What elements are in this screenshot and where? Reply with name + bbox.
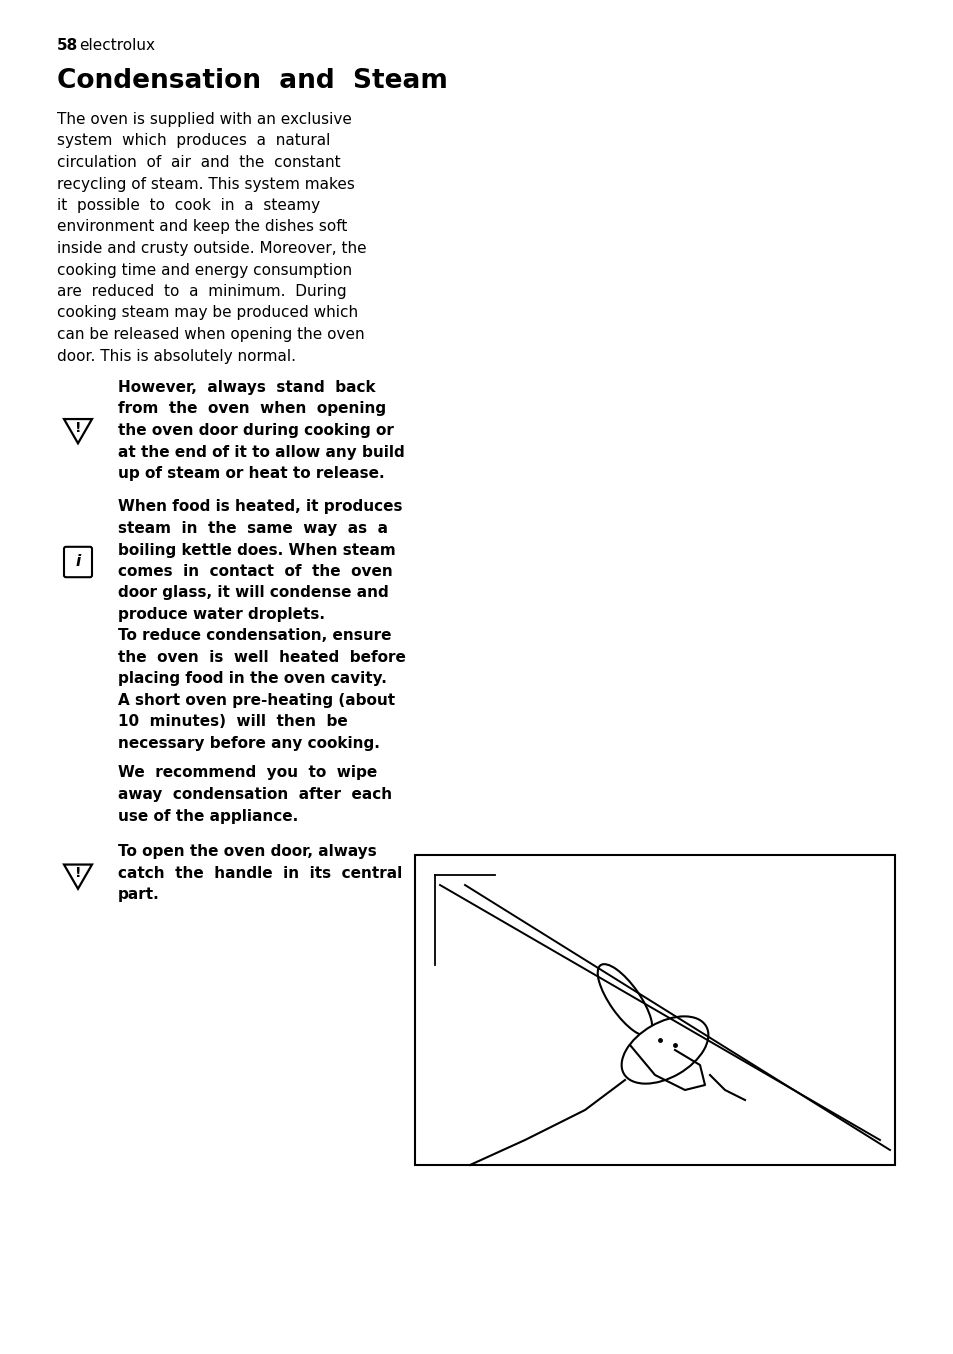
- Text: the  oven  is  well  heated  before: the oven is well heated before: [118, 650, 405, 665]
- Text: up of steam or heat to release.: up of steam or heat to release.: [118, 466, 384, 481]
- Text: placing food in the oven cavity.: placing food in the oven cavity.: [118, 672, 387, 686]
- Text: environment and keep the dishes soft: environment and keep the dishes soft: [57, 219, 347, 234]
- Text: The oven is supplied with an exclusive: The oven is supplied with an exclusive: [57, 112, 352, 127]
- Ellipse shape: [598, 964, 652, 1036]
- Text: To open the oven door, always: To open the oven door, always: [118, 844, 376, 858]
- Text: 10  minutes)  will  then  be: 10 minutes) will then be: [118, 715, 348, 730]
- Text: necessary before any cooking.: necessary before any cooking.: [118, 737, 379, 751]
- Text: comes  in  contact  of  the  oven: comes in contact of the oven: [118, 565, 393, 580]
- Text: boiling kettle does. When steam: boiling kettle does. When steam: [118, 543, 395, 558]
- Text: electrolux: electrolux: [79, 38, 154, 53]
- Text: i: i: [75, 555, 81, 570]
- Text: A short oven pre-heating (about: A short oven pre-heating (about: [118, 693, 395, 708]
- Text: catch  the  handle  in  its  central: catch the handle in its central: [118, 865, 402, 880]
- Text: inside and crusty outside. Moreover, the: inside and crusty outside. Moreover, the: [57, 241, 366, 256]
- Text: To reduce condensation, ensure: To reduce condensation, ensure: [118, 628, 391, 643]
- Text: from  the  oven  when  opening: from the oven when opening: [118, 402, 386, 417]
- Text: recycling of steam. This system makes: recycling of steam. This system makes: [57, 176, 355, 191]
- Text: cooking time and energy consumption: cooking time and energy consumption: [57, 263, 352, 278]
- Text: cooking steam may be produced which: cooking steam may be produced which: [57, 306, 357, 321]
- Text: produce water droplets.: produce water droplets.: [118, 607, 325, 621]
- Text: Condensation  and  Steam: Condensation and Steam: [57, 68, 447, 93]
- Text: steam  in  the  same  way  as  a: steam in the same way as a: [118, 521, 388, 536]
- Text: 58: 58: [57, 38, 78, 53]
- Text: circulation  of  air  and  the  constant: circulation of air and the constant: [57, 154, 340, 171]
- Text: the oven door during cooking or: the oven door during cooking or: [118, 422, 394, 437]
- Text: use of the appliance.: use of the appliance.: [118, 808, 298, 823]
- Ellipse shape: [621, 1017, 708, 1083]
- Text: We  recommend  you  to  wipe: We recommend you to wipe: [118, 765, 376, 780]
- Text: !: !: [74, 421, 81, 435]
- Text: door. This is absolutely normal.: door. This is absolutely normal.: [57, 348, 295, 363]
- Text: at the end of it to allow any build: at the end of it to allow any build: [118, 444, 404, 459]
- Text: system  which  produces  a  natural: system which produces a natural: [57, 134, 330, 149]
- Bar: [415, 854, 894, 1164]
- Text: part.: part.: [118, 887, 159, 902]
- Text: can be released when opening the oven: can be released when opening the oven: [57, 328, 364, 343]
- Text: are  reduced  to  a  minimum.  During: are reduced to a minimum. During: [57, 284, 346, 299]
- Text: away  condensation  after  each: away condensation after each: [118, 787, 392, 802]
- Text: When food is heated, it produces: When food is heated, it produces: [118, 500, 402, 515]
- Text: it  possible  to  cook  in  a  steamy: it possible to cook in a steamy: [57, 198, 320, 213]
- Text: !: !: [74, 867, 81, 880]
- Text: However,  always  stand  back: However, always stand back: [118, 380, 375, 395]
- Text: door glass, it will condense and: door glass, it will condense and: [118, 585, 388, 601]
